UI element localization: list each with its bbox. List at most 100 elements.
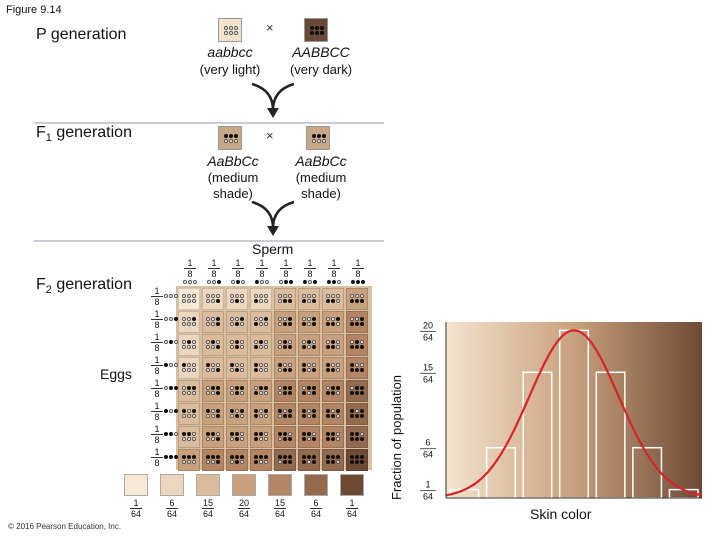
dominant-allele-dot [302, 299, 306, 303]
fraction-denominator: 8 [211, 269, 217, 279]
recessive-allele-dot [326, 317, 330, 321]
sperm-genotype-icon [349, 280, 367, 286]
recessive-allele-dot [337, 280, 341, 284]
recessive-allele-dot [240, 363, 244, 367]
recessive-allele-dot [360, 432, 364, 436]
phenotype-swatch [124, 474, 148, 496]
dominant-allele-dot [355, 340, 359, 344]
sperm-genotype-icon [181, 280, 199, 286]
recessive-allele-dot [312, 432, 316, 436]
punnett-cell [226, 311, 248, 333]
punnett-cell [250, 449, 272, 471]
recessive-allele-dot [192, 294, 196, 298]
distribution-curve [445, 329, 703, 497]
punnett-cell [226, 357, 248, 379]
dominant-allele-dot [169, 432, 173, 436]
recessive-allele-dot [234, 26, 238, 30]
recessive-allele-dot [206, 391, 210, 395]
dominant-allele-dot [254, 437, 258, 441]
dominant-allele-dot [254, 299, 258, 303]
recessive-allele-dot [307, 437, 311, 441]
dominant-allele-dot [264, 409, 268, 413]
dominant-allele-dot [235, 460, 239, 464]
dominant-allele-dot [312, 386, 316, 390]
dominant-allele-dot [278, 432, 282, 436]
dominant-allele-dot [254, 391, 258, 395]
recessive-allele-dot [265, 280, 269, 284]
punnett-cell [346, 357, 368, 379]
dominant-allele-dot [302, 363, 306, 367]
dominant-allele-dot [288, 455, 292, 459]
dominant-allele-dot [312, 134, 316, 138]
fraction-numerator: 1 [154, 309, 160, 319]
fraction-bar [151, 457, 163, 458]
dominant-allele-dot [216, 317, 220, 321]
phenotype-swatch [340, 474, 364, 496]
dominant-allele-dot [331, 391, 335, 395]
recessive-allele-dot [355, 409, 359, 413]
dominant-allele-dot [355, 460, 359, 464]
recessive-allele-dot [259, 317, 263, 321]
y-tick-numerator: 1 [425, 480, 430, 490]
punnett-cell [346, 449, 368, 471]
dominant-allele-dot [283, 299, 287, 303]
recessive-allele-dot [312, 139, 316, 143]
recessive-allele-dot [193, 280, 197, 284]
fraction-bar [232, 268, 244, 269]
recessive-allele-dot [264, 294, 268, 298]
fraction-bar [151, 296, 163, 297]
dominant-allele-dot [302, 322, 306, 326]
recessive-allele-dot [336, 368, 340, 372]
fraction-numerator: 1 [259, 258, 265, 268]
recessive-allele-dot [302, 317, 306, 321]
dominant-allele-dot [350, 391, 354, 395]
dominant-allele-dot [283, 345, 287, 349]
fraction-bar [346, 508, 358, 509]
dominant-allele-dot [255, 280, 259, 284]
dominant-allele-dot [164, 409, 168, 413]
recessive-allele-dot [182, 414, 186, 418]
medium-shade-swatch [306, 126, 330, 150]
dominant-allele-dot [360, 437, 364, 441]
dominant-allele-dot [361, 280, 365, 284]
punnett-cell [322, 380, 344, 402]
dominant-allele-dot [322, 134, 326, 138]
recessive-allele-dot [230, 437, 234, 441]
dominant-allele-dot [289, 280, 293, 284]
dominant-allele-dot [216, 409, 220, 413]
fraction-numerator: 1 [331, 258, 337, 268]
recessive-allele-dot [216, 294, 220, 298]
recessive-allele-dot [331, 409, 335, 413]
skin-color-distribution-chart: 1 64 6 64 15 64 20 64 [420, 320, 703, 502]
recessive-allele-dot [283, 294, 287, 298]
recessive-allele-dot [211, 409, 215, 413]
dominant-allele-dot [235, 322, 239, 326]
f2-generation-label: F2 generation [36, 276, 132, 296]
dominant-allele-dot [302, 455, 306, 459]
dominant-allele-dot [360, 409, 364, 413]
dominant-allele-dot [355, 391, 359, 395]
recessive-allele-dot [278, 386, 282, 390]
y-tick-denominator: 64 [423, 492, 433, 502]
recessive-allele-dot [331, 294, 335, 298]
recessive-allele-dot [182, 391, 186, 395]
dominant-allele-dot [312, 299, 316, 303]
cross-symbol: × [266, 128, 274, 143]
dominant-allele-dot [216, 437, 220, 441]
phenotype-fraction: 15 64 [199, 498, 217, 519]
recessive-allele-dot [254, 317, 258, 321]
dominant-allele-dot [230, 363, 234, 367]
fraction-bar [166, 508, 178, 509]
recessive-allele-dot [336, 432, 340, 436]
dominant-allele-dot [230, 409, 234, 413]
recessive-allele-dot [183, 280, 187, 284]
dominant-allele-dot [360, 460, 364, 464]
dominant-allele-dot [283, 414, 287, 418]
recessive-allele-dot [230, 368, 234, 372]
dominant-allele-dot [331, 437, 335, 441]
recessive-allele-dot [230, 460, 234, 464]
